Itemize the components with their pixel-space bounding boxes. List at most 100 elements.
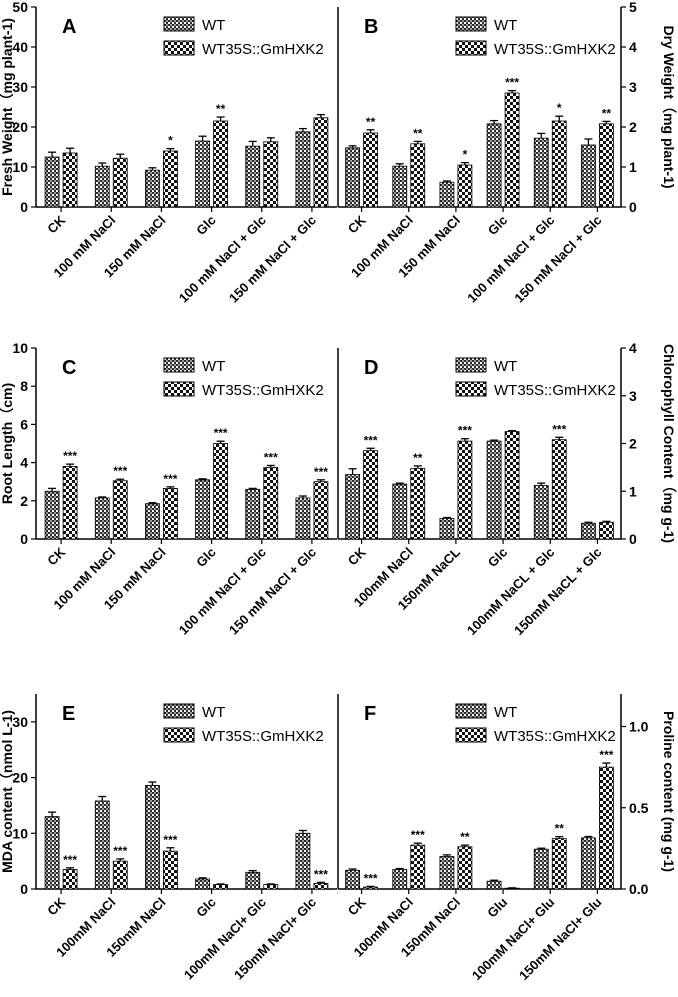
significance-mark: ***: [552, 422, 566, 436]
bar-tg: [112, 157, 128, 208]
bar-wt: [533, 485, 549, 540]
y-tick-label: 0.0: [629, 881, 649, 897]
y-tick-label: 50: [12, 0, 28, 15]
bar-tg: [410, 143, 426, 208]
y-tick-label: 20: [12, 770, 28, 786]
bar-tg: [163, 487, 178, 540]
y-tick-label: 2: [629, 119, 637, 135]
bar-wt: [295, 131, 311, 208]
y-tick-label: 0: [20, 531, 28, 547]
bar-tg: [213, 884, 228, 890]
bar-wt: [345, 147, 360, 208]
bar-wt: [245, 145, 261, 208]
significance-mark: **: [602, 106, 612, 120]
bar-tg: [313, 883, 329, 890]
bar-tg: [112, 860, 128, 890]
panel-letter: A: [62, 16, 76, 38]
legend-label-wt: WT: [202, 17, 225, 34]
legend-swatch-tg: [163, 727, 195, 743]
legend-label-tg: WT35S::GmHXK2: [494, 382, 616, 399]
y-tick-label: 40: [12, 39, 28, 55]
bar-wt: [345, 474, 360, 540]
bar-tg: [551, 439, 567, 540]
bar-tg: [504, 92, 520, 208]
legend-label-wt: WT: [494, 17, 517, 34]
bar-tg: [457, 164, 473, 208]
x-tick-label: 150mM NaCl+ Glu: [516, 894, 605, 983]
panel-letter: C: [62, 357, 76, 379]
bar-tg: [410, 467, 426, 540]
significance-mark: ***: [458, 424, 472, 438]
bar-wt: [295, 497, 311, 540]
bar-wt: [245, 488, 261, 540]
y-axis-label: Chlorophyll Content（mg g-1): [661, 344, 677, 543]
legend-swatch-wt: [455, 703, 487, 719]
bar-wt: [145, 503, 160, 540]
y-tick-label: 30: [12, 79, 28, 95]
y-tick-label: 0: [629, 531, 637, 547]
bar-tg: [363, 132, 378, 208]
bar-wt: [195, 479, 210, 540]
bar-wt: [392, 165, 408, 208]
significance-mark: ***: [314, 867, 328, 881]
significance-mark: *: [168, 134, 173, 148]
y-tick-label: 10: [12, 340, 28, 356]
y-tick-label: 0: [629, 199, 637, 215]
significance-mark: ***: [214, 426, 228, 440]
x-tick-label: 100 mM NaCl + Glc: [464, 213, 557, 306]
y-axis-label: Fresh Weight（mg plant-1): [0, 18, 15, 196]
legend-label-wt: WT: [494, 358, 517, 375]
bar-tg: [363, 886, 378, 890]
bar-wt: [44, 816, 60, 890]
significance-mark: **: [413, 451, 423, 465]
x-tick-label: CK: [44, 212, 68, 236]
significance-mark: *: [557, 101, 562, 115]
significance-mark: ***: [505, 76, 519, 90]
bar-wt: [533, 848, 549, 890]
y-tick-label: 30: [12, 714, 28, 730]
bar-tg: [313, 117, 329, 208]
bar-wt: [581, 522, 596, 540]
y-axis-label: Proline content (mg g-1): [661, 711, 677, 872]
legend-swatch-wt: [163, 703, 195, 719]
y-axis-label: MDA content（nmol L-1): [0, 710, 15, 873]
legend-swatch-tg: [163, 381, 195, 397]
bar-tg: [263, 141, 279, 208]
bar-tg: [457, 846, 473, 890]
bar-wt: [486, 880, 502, 890]
legend-label-wt: WT: [202, 358, 225, 375]
bar-tg: [551, 838, 567, 890]
panel-letter: B: [364, 16, 378, 38]
bar-tg: [313, 481, 329, 540]
significance-mark: ***: [364, 871, 378, 885]
bar-tg: [599, 766, 614, 890]
y-tick-label: 1: [629, 483, 637, 499]
x-tick-label: 100mM NaCL + Glc: [464, 545, 557, 638]
x-tick-label: Glc: [485, 213, 510, 238]
bar-wt: [581, 144, 596, 208]
y-tick-label: 6: [20, 416, 28, 432]
bar-wt: [439, 181, 455, 208]
significance-mark: ***: [63, 449, 77, 463]
bar-wt: [245, 871, 261, 890]
y-tick-label: 4: [20, 455, 28, 471]
significance-mark: *: [463, 148, 468, 162]
legend-swatch-wt: [163, 16, 195, 32]
bar-tg: [163, 850, 178, 890]
legend-label-wt: WT: [202, 704, 225, 721]
panel-letter: E: [62, 703, 75, 725]
x-tick-label: 150 mM NaCl + Glc: [511, 213, 604, 306]
bar-tg: [551, 120, 567, 208]
bar-wt: [94, 497, 110, 540]
y-tick-label: 8: [20, 378, 28, 394]
bar-tg: [163, 150, 178, 208]
legend-label-tg: WT35S::GmHXK2: [494, 41, 616, 58]
y-tick-label: 3: [629, 388, 637, 404]
significance-mark: ***: [411, 828, 425, 842]
bar-wt: [94, 800, 110, 890]
y-tick-label: 2: [20, 493, 28, 509]
bar-wt: [486, 440, 502, 540]
y-tick-label: 10: [12, 159, 28, 175]
